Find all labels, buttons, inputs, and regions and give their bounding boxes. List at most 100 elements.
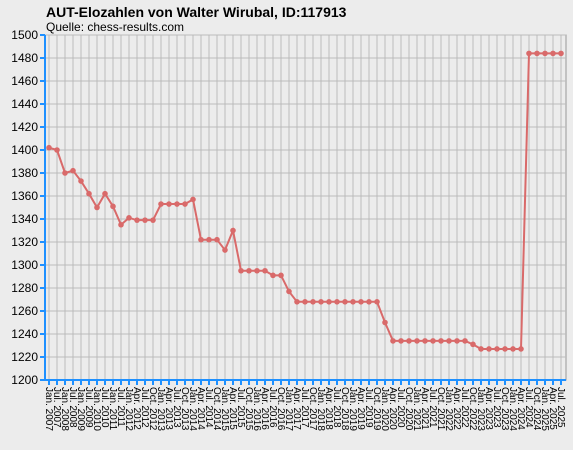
x-tick-label: Jan. 2024	[507, 387, 518, 431]
point	[222, 247, 228, 253]
point	[262, 267, 268, 274]
y-tick-label: 1240	[11, 327, 38, 341]
x-tick-label: Jul. 2011	[115, 387, 126, 427]
x-tick-label: Oct. 2012	[147, 387, 158, 431]
x-tick-label: Jul. 2020	[395, 387, 406, 428]
y-tick-label: 1400	[11, 143, 38, 157]
x-tick-label: Apr. 2019	[355, 387, 366, 430]
x-tick-label: Jul. 2013	[171, 387, 182, 428]
x-tick-label: Jan. 2009	[75, 387, 86, 431]
point	[558, 50, 564, 57]
point	[414, 338, 420, 344]
point	[390, 338, 396, 344]
x-tick-label: Oct. 2023	[499, 387, 510, 431]
x-tick-label: Apr. 2025	[547, 387, 558, 430]
x-tick-label: Jan. 2015	[219, 387, 230, 431]
x-tick-label: Jul. 2019	[363, 387, 374, 428]
point	[70, 167, 76, 174]
x-tick-label: Oct. 2020	[403, 387, 414, 431]
x-tick-label: Oct. 2019	[371, 387, 382, 431]
x-tick-label: Jul. 2025	[555, 387, 566, 428]
point	[246, 267, 252, 274]
x-tick-label: Oct. 2014	[211, 387, 222, 431]
point	[318, 299, 324, 305]
x-tick-label: Oct. 2022	[467, 387, 478, 431]
point	[358, 299, 364, 305]
point	[150, 217, 156, 223]
y-tick-label: 1300	[11, 258, 38, 272]
point	[454, 338, 460, 344]
x-tick-label: Jul. 2015	[235, 387, 246, 428]
point	[94, 204, 100, 211]
point	[118, 221, 124, 228]
x-tick-label: Jul. 2007	[51, 387, 62, 428]
point	[214, 236, 220, 243]
x-tick-label: Jul. 2021	[427, 387, 438, 428]
x-tick-label: Apr. 2015	[227, 387, 238, 430]
x-tick-label: Apr. 2022	[451, 387, 462, 430]
point	[286, 288, 292, 295]
x-tick-label: Jul. 2008	[67, 387, 78, 428]
x-tick-label: Jul. 2023	[491, 387, 502, 428]
chart-subtitle: Quelle: chess-results.com	[46, 20, 184, 34]
point	[310, 299, 316, 305]
point	[254, 267, 260, 274]
point	[182, 201, 188, 207]
point	[110, 203, 116, 210]
point	[206, 236, 212, 243]
point	[166, 201, 172, 207]
x-tick-label: Oct. 2017	[307, 387, 318, 431]
x-tick-label: Jan. 2021	[411, 387, 422, 431]
x-tick-label: Apr. 2012	[131, 387, 142, 430]
x-tick-label: Apr. 2024	[515, 387, 526, 430]
point	[438, 338, 444, 344]
x-tick-label: Jan. 2022	[443, 387, 454, 431]
x-tick-label: Jan. 2023	[475, 387, 486, 431]
x-tick-label: Jan. 2016	[251, 387, 262, 431]
y-tick-label: 1440	[11, 97, 38, 111]
point	[46, 144, 52, 151]
y-tick-label: 1420	[11, 120, 38, 134]
point	[478, 346, 484, 352]
x-tick-label: Jul. 2016	[267, 387, 278, 428]
point	[198, 236, 204, 243]
x-tick-label: Jul. 2024	[523, 387, 534, 428]
chart-title: AUT-Elozahlen von Walter Wirubal, ID:117…	[46, 4, 347, 20]
point	[158, 201, 164, 207]
point	[190, 196, 196, 203]
x-tick-label: Oct. 2021	[435, 387, 446, 431]
y-tick-label: 1360	[11, 189, 38, 203]
x-tick-label: Apr. 2016	[259, 387, 270, 430]
point	[366, 299, 372, 305]
point	[134, 217, 140, 223]
x-tick-label: Apr. 2021	[419, 387, 430, 430]
point	[62, 170, 68, 176]
x-tick-label: Jan. 2020	[379, 387, 390, 431]
x-tick-label: Oct. 2018	[339, 387, 350, 431]
point	[526, 50, 532, 57]
x-tick-label: Jul. 2012	[139, 387, 150, 428]
point	[486, 346, 492, 352]
x-tick-label: Oct. 2024	[531, 387, 542, 431]
point	[86, 190, 92, 197]
x-tick-label: Jan. 2019	[347, 387, 358, 431]
y-tick-label: 1340	[11, 212, 38, 226]
point	[510, 346, 516, 352]
y-tick-label: 1220	[11, 350, 38, 364]
y-tick-label: 1280	[11, 281, 38, 295]
point	[270, 272, 276, 279]
point	[334, 299, 340, 305]
x-tick-label: Apr. 2020	[387, 387, 398, 430]
y-tick-label: 1200	[11, 373, 38, 387]
x-tick-label: Jul. 2022	[459, 387, 470, 428]
x-tick-label: Oct. 2013	[179, 387, 190, 431]
point	[550, 50, 556, 57]
x-tick-label: Oct. 2015	[243, 387, 254, 431]
point	[542, 50, 548, 57]
point	[534, 50, 540, 57]
x-tick-label: Jan. 2010	[91, 387, 102, 431]
point	[102, 190, 108, 197]
point	[462, 338, 468, 344]
point	[54, 147, 60, 153]
